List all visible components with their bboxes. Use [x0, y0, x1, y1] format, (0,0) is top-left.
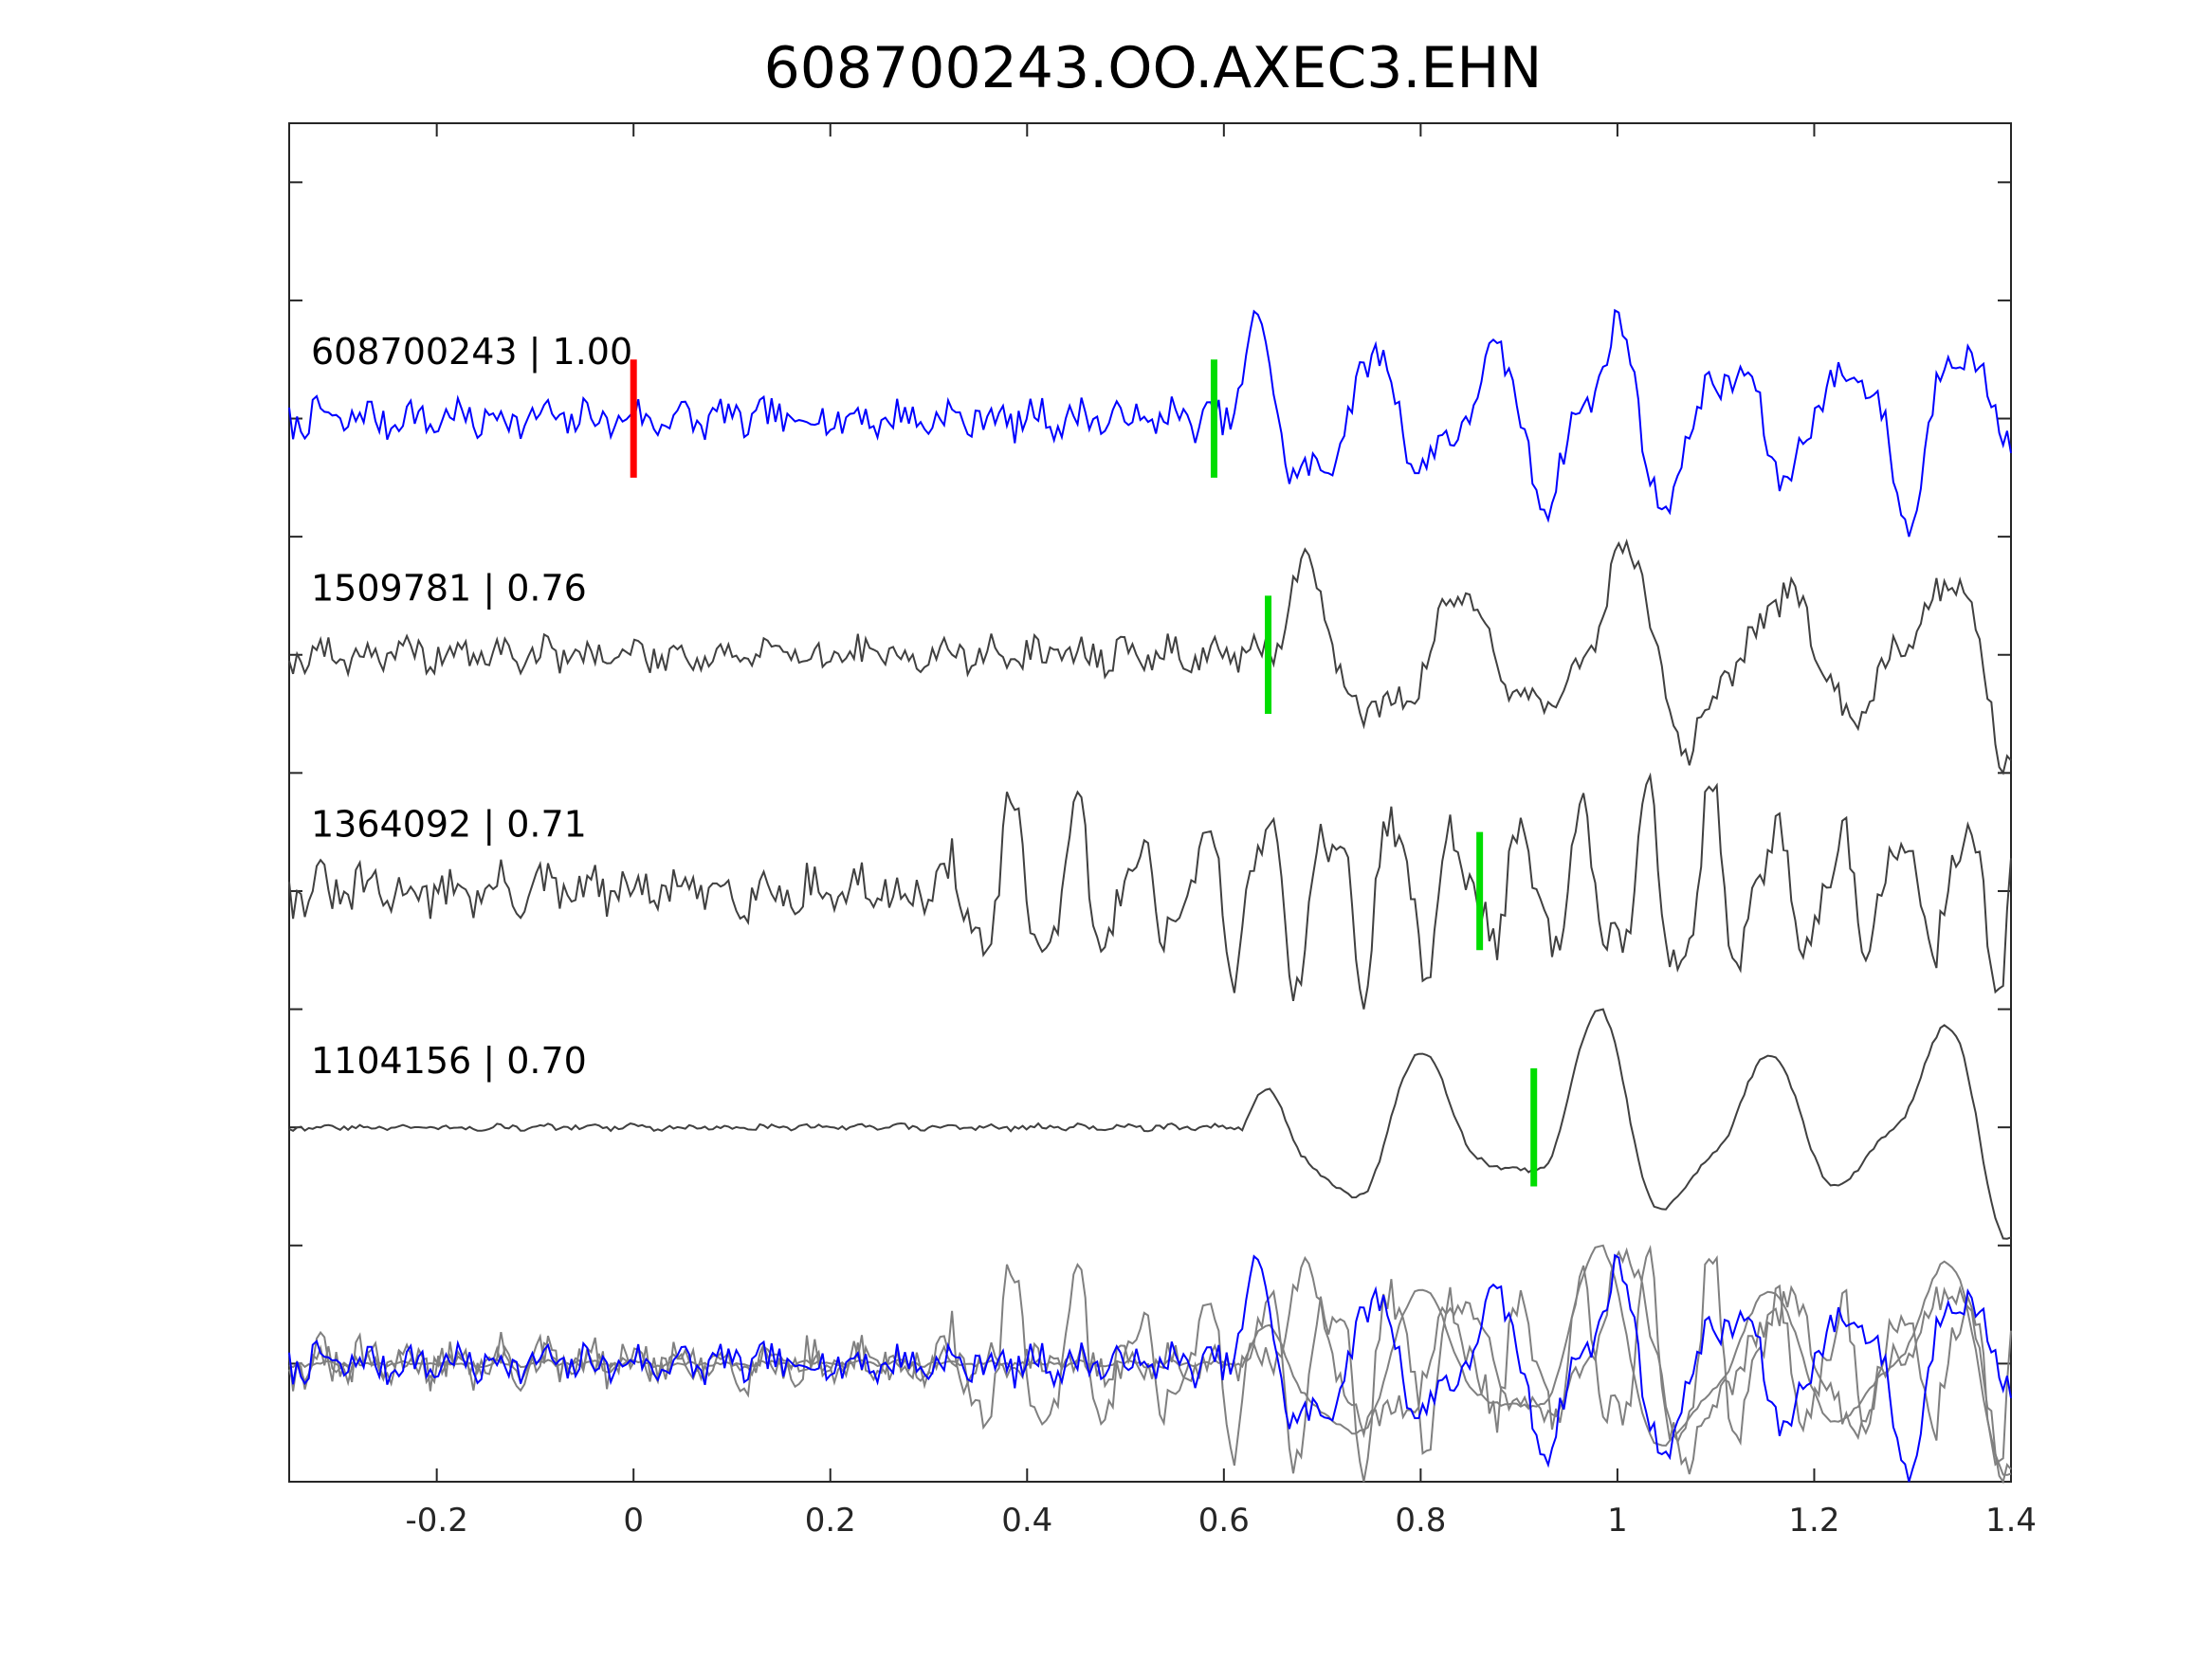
trace-1364092 — [288, 772, 2012, 1010]
overlay-trace-match — [288, 1247, 2012, 1485]
trace-label: 1509781 | 0.76 — [311, 567, 587, 610]
x-axis-ticks: -0.2 0 0.2 0.4 0.6 0.8 1 1.2 1.4 — [405, 123, 2037, 1540]
x-tick-label: 0.2 — [805, 1502, 856, 1540]
x-tick-label: 0 — [623, 1502, 644, 1540]
pick-markers — [630, 359, 1538, 1187]
x-tick-label: -0.2 — [405, 1502, 467, 1540]
trace-label: 1104156 | 0.70 — [311, 1040, 587, 1083]
traces-layer — [288, 308, 2012, 1240]
x-tick-label: 1.4 — [1985, 1502, 2037, 1540]
overlay-panel — [288, 1244, 2012, 1485]
x-tick-label: 1 — [1607, 1502, 1628, 1540]
overlay-trace-match — [288, 1245, 2012, 1483]
chart-title: 608700243.OO.AXEC3.EHN — [764, 35, 1543, 101]
plot-frame — [288, 122, 2012, 1483]
trace-labels: 608700243 | 1.00 1509781 | 0.76 1364092 | … — [311, 331, 632, 1083]
trace-1104156 — [288, 1008, 2012, 1240]
x-tick-label: 0.6 — [1198, 1502, 1250, 1540]
x-tick-label: 0.8 — [1395, 1502, 1446, 1540]
overlay-trace-template — [288, 1253, 2012, 1483]
overlay-trace-match — [288, 1244, 2012, 1476]
trace-label: 1364092 | 0.71 — [311, 804, 587, 847]
trace-label: 608700243 | 1.00 — [311, 331, 632, 374]
x-tick-label: 0.4 — [1001, 1502, 1052, 1540]
trace-608700243 — [288, 308, 2012, 538]
trace-1509781 — [288, 538, 2012, 775]
x-tick-label: 1.2 — [1788, 1502, 1839, 1540]
